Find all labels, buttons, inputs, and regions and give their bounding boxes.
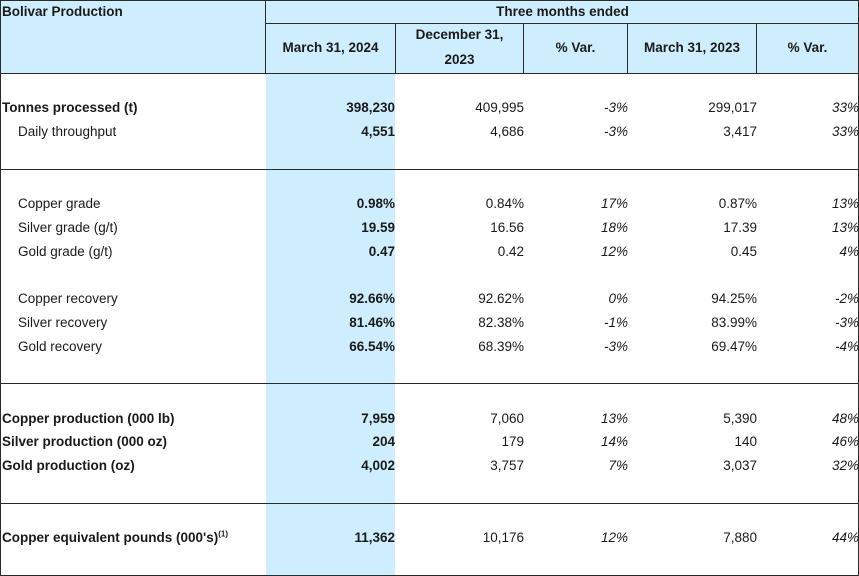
cell-mar-2023: 17.39	[723, 220, 757, 235]
column-header-var-2: % Var.	[787, 40, 828, 55]
cell-var-2: 44%	[831, 530, 859, 545]
cell-var-2: 33%	[831, 124, 859, 139]
column-header-dec-2023-line1: December 31,	[415, 27, 504, 42]
column-divider	[627, 23, 628, 74]
row-label: Tonnes processed (t)	[2, 100, 138, 115]
cell-mar-2023: 7,880	[723, 530, 757, 545]
cell-mar-2024: 66.54%	[349, 339, 395, 354]
section-rule	[0, 169, 859, 170]
cell-mar-2024: 92.66%	[349, 291, 395, 306]
cell-mar-2023: 83.99%	[711, 315, 757, 330]
cell-mar-2024: 0.98%	[356, 196, 395, 211]
cell-var-2: 46%	[831, 434, 859, 449]
highlighted-column	[266, 0, 395, 576]
cell-var-1: -3%	[603, 100, 628, 115]
cell-mar-2023: 3,417	[723, 124, 757, 139]
row-label-text: Copper equivalent pounds (000's)	[2, 530, 219, 545]
column-header-var-1: % Var.	[555, 40, 596, 55]
cell-var-2: 13%	[831, 196, 859, 211]
row-label: Silver recovery	[18, 315, 108, 330]
header-background	[0, 0, 265, 73]
section-rule	[0, 503, 859, 504]
group-header-rule	[266, 23, 859, 24]
cell-var-1: -3%	[603, 124, 628, 139]
cell-mar-2023: 5,390	[723, 411, 757, 426]
cell-dec-2023: 409,995	[475, 100, 524, 115]
cell-var-2: 4%	[839, 244, 859, 259]
cell-mar-2024: 19.59	[361, 220, 395, 235]
cell-mar-2024: 7,959	[361, 411, 395, 426]
cell-dec-2023: 10,176	[482, 530, 524, 545]
cell-dec-2023: 0.84%	[485, 196, 524, 211]
row-label: Copper equivalent pounds (000's)(1)	[2, 529, 228, 547]
cell-var-2: 33%	[831, 100, 859, 115]
cell-mar-2023: 3,037	[723, 458, 757, 473]
cell-var-1: 17%	[600, 196, 628, 211]
row-label: Gold grade (g/t)	[18, 244, 113, 259]
cell-mar-2023: 140	[734, 434, 757, 449]
cell-dec-2023: 179	[501, 434, 524, 449]
cell-var-1: -3%	[603, 339, 628, 354]
column-divider	[756, 23, 757, 74]
border-top	[0, 0, 859, 1]
cell-mar-2024: 0.47	[368, 244, 395, 259]
table-title: Bolivar Production	[2, 4, 123, 19]
cell-dec-2023: 68.39%	[478, 339, 524, 354]
row-label: Gold production (oz)	[2, 458, 135, 473]
cell-mar-2024: 204	[372, 434, 395, 449]
cell-mar-2024: 11,362	[354, 530, 395, 545]
cell-var-1: 7%	[608, 458, 628, 473]
row-label: Daily throughput	[18, 124, 117, 139]
cell-mar-2023: 94.25%	[711, 291, 757, 306]
row-label: Silver production (000 oz)	[2, 434, 168, 449]
cell-var-2: 32%	[831, 458, 859, 473]
row-label: Gold recovery	[18, 339, 103, 354]
header-bottom-rule	[0, 73, 859, 74]
cell-mar-2023: 69.47%	[711, 339, 757, 354]
column-divider	[523, 23, 524, 74]
cell-var-2: 13%	[831, 220, 859, 235]
column-divider	[395, 23, 396, 74]
row-label: Silver grade (g/t)	[18, 220, 118, 235]
cell-var-2: 48%	[831, 411, 859, 426]
cell-var-2: -2%	[834, 291, 859, 306]
row-label: Copper production (000 lb)	[2, 411, 175, 426]
cell-var-1: 12%	[600, 530, 628, 545]
border-left	[0, 0, 1, 576]
cell-var-1: 14%	[600, 434, 628, 449]
cell-dec-2023: 16.56	[490, 220, 524, 235]
cell-var-1: 18%	[600, 220, 628, 235]
cell-mar-2023: 0.87%	[718, 196, 757, 211]
column-header-mar-2023: March 31, 2023	[643, 40, 741, 55]
cell-var-1: 13%	[600, 411, 628, 426]
group-header: Three months ended	[496, 4, 629, 19]
cell-dec-2023: 7,060	[490, 411, 524, 426]
cell-mar-2023: 299,017	[708, 100, 757, 115]
row-label: Copper recovery	[18, 291, 118, 306]
cell-mar-2024: 4,002	[361, 458, 395, 473]
cell-mar-2024: 4,551	[361, 124, 395, 139]
cell-dec-2023: 3,757	[490, 458, 524, 473]
cell-var-1: 12%	[600, 244, 628, 259]
column-header-dec-2023-line2: 2023	[444, 52, 475, 67]
cell-var-2: -3%	[834, 315, 859, 330]
cell-dec-2023: 82.38%	[478, 315, 524, 330]
section-rule	[0, 383, 859, 384]
cell-dec-2023: 4,686	[490, 124, 524, 139]
cell-mar-2024: 398,230	[346, 100, 395, 115]
column-divider	[265, 0, 266, 74]
cell-mar-2024: 81.46%	[349, 315, 395, 330]
footnote-marker: (1)	[218, 529, 229, 539]
column-header-mar-2024: March 31, 2024	[282, 40, 379, 55]
cell-var-2: -4%	[834, 339, 859, 354]
cell-dec-2023: 0.42	[497, 244, 524, 259]
cell-dec-2023: 92.62%	[478, 291, 524, 306]
cell-var-1: 0%	[608, 291, 628, 306]
cell-mar-2023: 0.45	[730, 244, 757, 259]
cell-var-1: -1%	[603, 315, 628, 330]
row-label: Copper grade	[18, 196, 101, 211]
